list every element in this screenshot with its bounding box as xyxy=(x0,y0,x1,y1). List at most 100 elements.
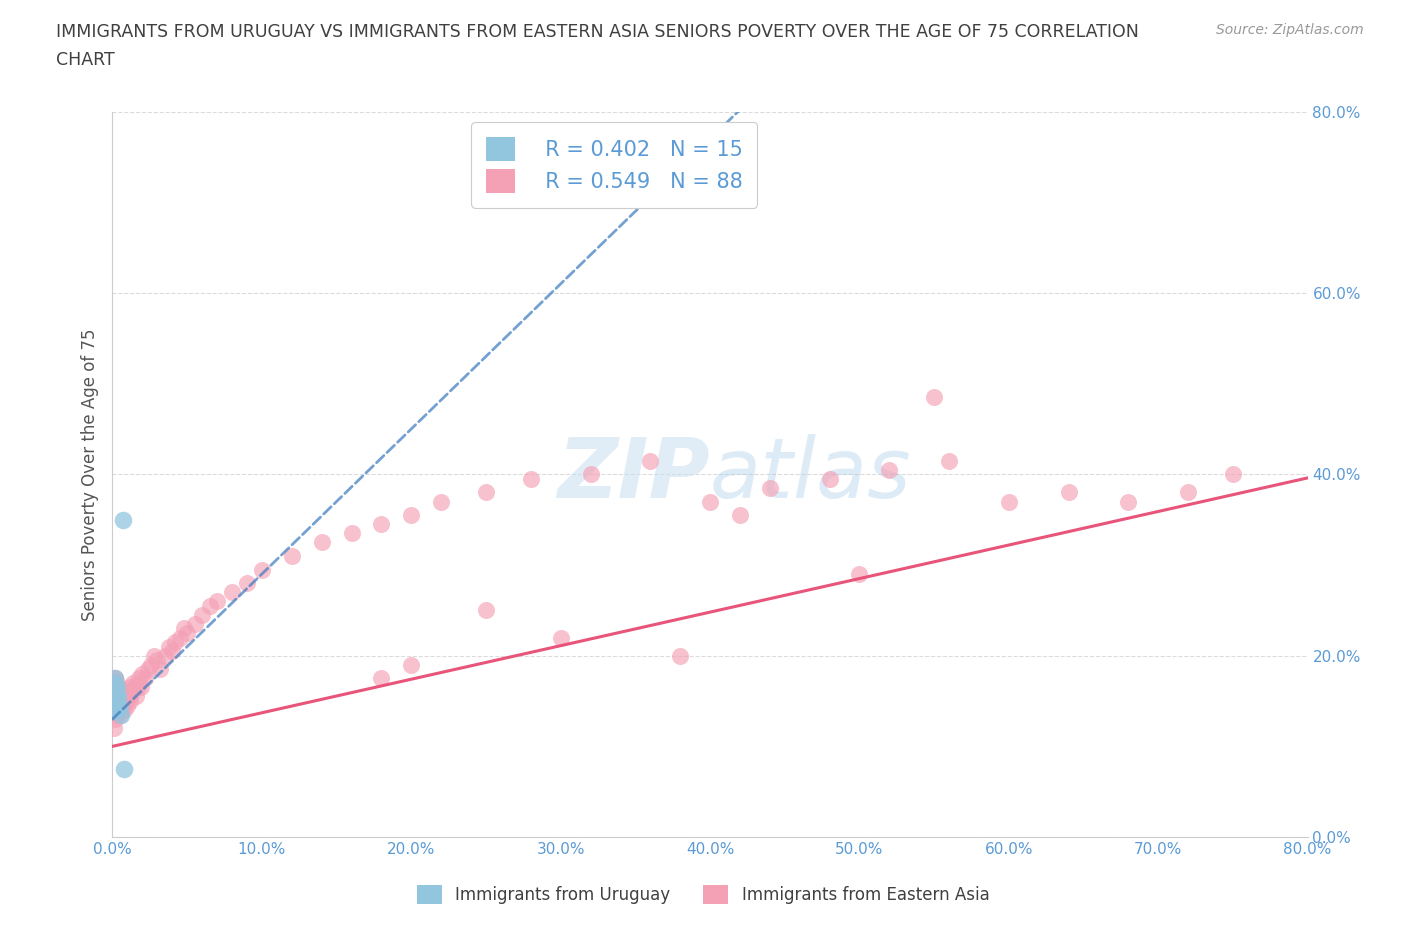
Point xyxy=(105,707,128,722)
Point xyxy=(146,653,169,668)
Point xyxy=(117,684,139,699)
Point xyxy=(128,671,150,685)
Point xyxy=(340,525,363,540)
Point xyxy=(430,494,453,509)
Point xyxy=(103,680,125,695)
Point xyxy=(550,631,572,645)
Point xyxy=(124,680,146,695)
Point xyxy=(111,512,134,527)
Point xyxy=(165,634,187,649)
Point xyxy=(118,689,141,704)
Point xyxy=(127,680,149,695)
Point xyxy=(104,680,127,695)
Point xyxy=(111,698,134,713)
Point xyxy=(221,585,243,600)
Point xyxy=(114,762,135,777)
Point xyxy=(105,703,128,718)
Point xyxy=(1057,485,1080,500)
Point xyxy=(699,494,721,509)
Point xyxy=(183,617,205,631)
Point xyxy=(149,662,172,677)
Point xyxy=(114,689,135,704)
Text: CHART: CHART xyxy=(56,51,115,69)
Text: atlas: atlas xyxy=(710,433,911,515)
Point xyxy=(129,680,152,695)
Point xyxy=(138,662,160,677)
Point xyxy=(198,598,221,613)
Point xyxy=(879,462,901,477)
Point xyxy=(103,671,125,685)
Point xyxy=(131,667,153,682)
Point xyxy=(759,481,782,496)
Point xyxy=(169,631,191,645)
Point xyxy=(110,689,132,704)
Point xyxy=(401,508,423,523)
Point xyxy=(104,703,127,718)
Point xyxy=(640,453,662,468)
Point xyxy=(120,680,142,695)
Point xyxy=(122,675,145,690)
Point xyxy=(114,703,135,718)
Point xyxy=(110,703,132,718)
Point xyxy=(1118,494,1140,509)
Legend: Immigrants from Uruguay, Immigrants from Eastern Asia: Immigrants from Uruguay, Immigrants from… xyxy=(408,876,998,912)
Point xyxy=(370,671,392,685)
Point xyxy=(205,594,228,609)
Point xyxy=(1222,467,1244,482)
Point xyxy=(104,689,127,704)
Point xyxy=(105,680,128,695)
Point xyxy=(103,689,125,704)
Point xyxy=(117,698,139,713)
Point xyxy=(125,689,148,704)
Point xyxy=(157,639,180,654)
Point xyxy=(579,467,602,482)
Point xyxy=(103,721,125,736)
Point xyxy=(153,648,176,663)
Point xyxy=(143,648,166,663)
Point xyxy=(475,603,498,618)
Point xyxy=(191,607,214,622)
Point xyxy=(162,644,183,658)
Point xyxy=(108,684,131,699)
Point xyxy=(669,648,692,663)
Point xyxy=(108,694,131,709)
Point xyxy=(108,698,131,713)
Point xyxy=(141,658,163,672)
Point xyxy=(1177,485,1199,500)
Point xyxy=(104,671,127,685)
Text: ZIP: ZIP xyxy=(557,433,710,515)
Point xyxy=(818,472,841,486)
Legend:   R = 0.402   N = 15,   R = 0.549   N = 88: R = 0.402 N = 15, R = 0.549 N = 88 xyxy=(471,122,758,207)
Point xyxy=(104,671,127,685)
Point xyxy=(105,675,128,690)
Point xyxy=(104,689,127,704)
Point xyxy=(520,472,543,486)
Point xyxy=(121,684,143,699)
Point xyxy=(110,707,132,722)
Point xyxy=(134,671,156,685)
Point xyxy=(103,684,125,699)
Y-axis label: Seniors Poverty Over the Age of 75: Seniors Poverty Over the Age of 75 xyxy=(80,328,98,620)
Point xyxy=(176,626,198,641)
Point xyxy=(115,694,138,709)
Point xyxy=(250,562,273,577)
Point xyxy=(475,485,498,500)
Point xyxy=(107,703,129,718)
Point xyxy=(938,453,960,468)
Point xyxy=(107,680,129,695)
Point xyxy=(104,711,127,726)
Point xyxy=(728,508,751,523)
Point xyxy=(848,566,870,581)
Point xyxy=(281,549,304,564)
Point xyxy=(107,689,129,704)
Point xyxy=(103,675,125,690)
Point xyxy=(120,694,142,709)
Point xyxy=(236,576,259,591)
Point xyxy=(107,689,129,704)
Point xyxy=(311,535,333,550)
Point xyxy=(111,684,134,699)
Point xyxy=(105,694,128,709)
Point xyxy=(103,703,125,718)
Text: Source: ZipAtlas.com: Source: ZipAtlas.com xyxy=(1216,23,1364,37)
Point xyxy=(104,680,127,695)
